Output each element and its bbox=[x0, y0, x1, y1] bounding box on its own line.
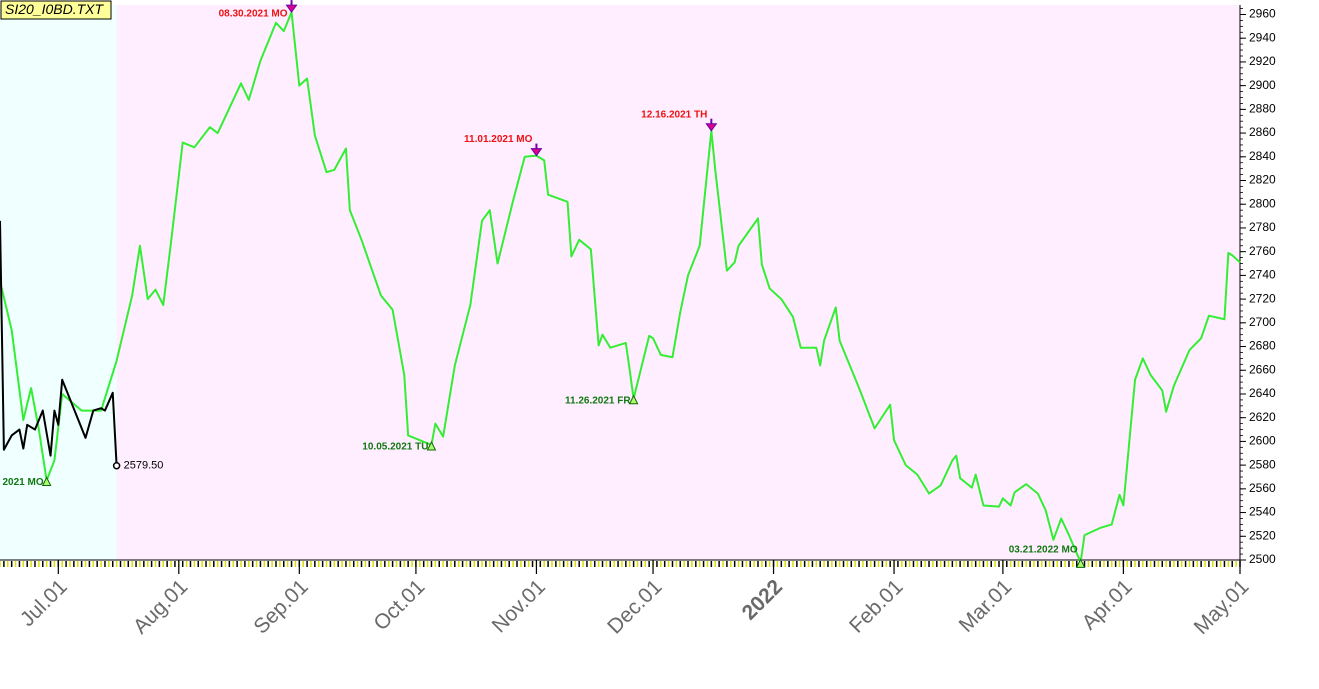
low-marker bbox=[1075, 558, 1086, 568]
annotation-label: 03.21.2022 MO bbox=[1009, 545, 1078, 556]
chart-title: SI20_I0BD.TXT bbox=[5, 1, 104, 17]
y-tick-label: 2520 bbox=[1249, 528, 1276, 542]
x-tick-label: Nov.01 bbox=[488, 575, 550, 637]
high-marker bbox=[530, 148, 543, 157]
y-tick-label: 2800 bbox=[1249, 196, 1276, 210]
end-marker bbox=[112, 461, 121, 470]
y-tick-label: 2780 bbox=[1249, 220, 1276, 234]
x-tick-label: Mar.01 bbox=[955, 575, 1017, 637]
y-tick-label: 2960 bbox=[1249, 7, 1276, 21]
annotation-label: 2021 MO bbox=[3, 477, 44, 488]
y-tick-label: 2860 bbox=[1249, 125, 1276, 139]
x-tick-label: Jul.01 bbox=[16, 575, 72, 631]
low-marker bbox=[426, 440, 437, 451]
high-marker bbox=[705, 123, 718, 132]
title-box bbox=[0, 0, 112, 20]
y-tick-label: 2940 bbox=[1249, 30, 1276, 44]
y-tick-label: 2560 bbox=[1249, 481, 1276, 495]
y-tick-label: 2500 bbox=[1249, 552, 1276, 566]
y-tick-label: 2740 bbox=[1249, 268, 1276, 282]
y-tick-label: 2540 bbox=[1249, 505, 1276, 519]
y-tick-label: 2840 bbox=[1249, 149, 1276, 163]
annotation-label: 10.05.2021 TU bbox=[362, 442, 428, 453]
plot-background bbox=[116, 5, 1241, 560]
series-line bbox=[0, 11, 1241, 564]
x-tick-label: Dec.01 bbox=[603, 575, 666, 638]
y-tick-label: 2760 bbox=[1249, 244, 1276, 258]
x-tick-label: May.01 bbox=[1190, 575, 1254, 639]
x-tick-label: Sep.01 bbox=[249, 575, 312, 638]
x-tick-label: 2022 bbox=[738, 575, 787, 624]
y-tick-label: 2680 bbox=[1249, 339, 1276, 353]
annotation-label: 11.01.2021 MO bbox=[464, 134, 533, 145]
annotation-label: 12.16.2021 TH bbox=[641, 109, 707, 120]
y-tick-label: 2580 bbox=[1249, 457, 1276, 471]
plot-background bbox=[0, 5, 117, 560]
y-tick-label: 2600 bbox=[1249, 434, 1276, 448]
y-tick-label: 2820 bbox=[1249, 173, 1276, 187]
annotation-label: 11.26.2021 FR bbox=[565, 395, 631, 406]
background bbox=[0, 5, 1241, 560]
y-tick-label: 2660 bbox=[1249, 362, 1276, 376]
data-label: 2579.50 bbox=[124, 460, 164, 472]
y-tick-label: 2900 bbox=[1249, 78, 1276, 92]
high-marker bbox=[285, 4, 298, 13]
plot: 2579.50 2021 MO 08.30.2021 MO 10.05.2021 TU… bbox=[0, 0, 1241, 568]
y-tick-label: 2720 bbox=[1249, 291, 1276, 305]
y-tick-label: 2620 bbox=[1249, 410, 1276, 424]
series-line bbox=[0, 220, 118, 466]
y-tick-label: 2640 bbox=[1249, 386, 1276, 400]
low-marker bbox=[628, 394, 639, 405]
low-marker bbox=[41, 476, 52, 487]
x-tick-label: Aug.01 bbox=[129, 575, 192, 638]
x-tick-label: Apr.01 bbox=[1078, 575, 1137, 634]
x-tick-label: Oct.01 bbox=[369, 575, 429, 635]
y-tick-label: 2880 bbox=[1249, 102, 1276, 116]
x-tick-label: Feb.01 bbox=[845, 575, 908, 638]
y-tick-label: 2700 bbox=[1249, 315, 1276, 329]
annotation-label: 08.30.2021 MO bbox=[219, 9, 288, 20]
y-tick-label: 2920 bbox=[1249, 54, 1276, 68]
